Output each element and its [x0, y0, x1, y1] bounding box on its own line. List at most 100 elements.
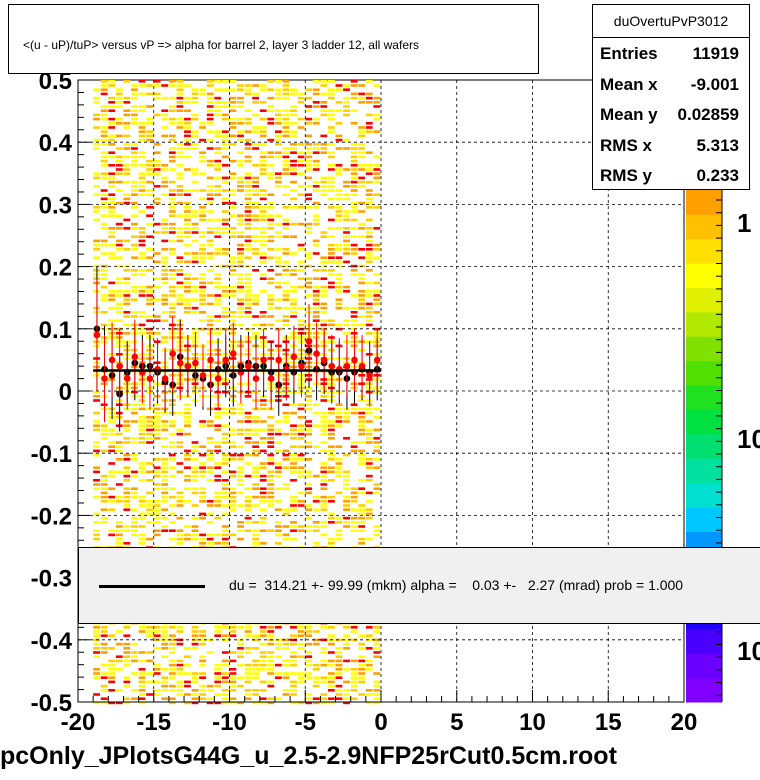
heat-cell [229, 445, 237, 448]
heat-cell [100, 201, 108, 205]
heat-cell [259, 428, 267, 432]
heat-cell [320, 231, 328, 234]
heat-cell [229, 487, 237, 490]
heat-cell [93, 693, 100, 696]
heat-cell [267, 88, 275, 91]
heat-cell [108, 122, 116, 125]
heat-cell [312, 277, 320, 280]
heat-cell [373, 655, 381, 658]
heat-cell [259, 252, 267, 255]
heat-cell [153, 143, 161, 146]
heat-cell [327, 206, 335, 209]
heat-cell [184, 487, 191, 490]
heat-cell [343, 474, 350, 478]
heat-cell [153, 693, 161, 696]
heat-cell [229, 206, 237, 209]
heat-cell [221, 315, 229, 318]
heat-cell [327, 197, 335, 201]
heat-cell [290, 306, 297, 310]
heat-cell [358, 462, 366, 465]
heat-cell [350, 676, 358, 679]
heat-cell [244, 697, 252, 700]
heat-cell [229, 491, 237, 495]
heat-cell [176, 109, 184, 112]
heat-cell [282, 416, 290, 419]
heat-cell [327, 126, 335, 129]
heat-cell [290, 92, 297, 96]
heat-cell [199, 235, 207, 238]
heat-cell [312, 445, 320, 448]
heat-cell [153, 185, 161, 188]
heat-cell [274, 80, 282, 83]
heat-cell [259, 197, 267, 201]
heat-cell [184, 311, 191, 314]
heat-cell [259, 109, 267, 112]
heat-cell [138, 80, 146, 83]
heat-cell [244, 235, 252, 238]
heat-cell [221, 218, 229, 222]
heat-cell [176, 281, 184, 285]
heat-cell [312, 676, 320, 679]
y-tick-label: 0.4 [39, 130, 73, 157]
heat-cell [229, 264, 237, 268]
heat-cell [305, 474, 313, 478]
heat-cell [365, 512, 373, 516]
profile-red-point [245, 362, 252, 370]
heat-cell [131, 411, 138, 415]
heat-cell [244, 172, 252, 175]
heat-cell [267, 109, 275, 112]
heat-cell [168, 189, 176, 192]
heat-cell [327, 176, 335, 180]
heat-cell [244, 92, 252, 96]
heat-cell [320, 260, 328, 264]
heat-cell [305, 428, 313, 432]
heat-cell [335, 134, 343, 138]
profile-red-point [123, 375, 131, 382]
heat-cell [373, 701, 381, 705]
heat-cell [131, 269, 138, 272]
heat-cell [358, 693, 366, 696]
heat-cell [199, 676, 207, 679]
heat-cell [365, 302, 373, 306]
heat-cell [161, 642, 169, 646]
heat-cell [358, 185, 366, 188]
heat-cell [153, 151, 161, 154]
heat-cell [108, 319, 116, 322]
heat-cell [244, 206, 252, 209]
heat-cell [290, 651, 297, 654]
heat-cell [335, 474, 343, 478]
heat-cell [168, 290, 176, 293]
heat-cell [161, 508, 169, 511]
heat-cell [161, 411, 169, 415]
heat-cell [161, 626, 169, 629]
heat-cell [274, 655, 282, 658]
heat-cell [320, 432, 328, 436]
heat-cell [221, 495, 229, 499]
heat-cell [305, 117, 313, 121]
heat-cell [115, 281, 123, 285]
heat-cell [168, 676, 176, 679]
heat-cell [168, 122, 176, 125]
heat-cell [184, 101, 191, 104]
heat-cell [350, 689, 358, 692]
heat-cell [290, 437, 297, 440]
heat-cell [365, 516, 373, 520]
profile-red-point [275, 356, 283, 364]
heat-cell [327, 684, 335, 688]
stats-label: Entries [600, 44, 658, 63]
heat-cell [373, 684, 381, 688]
stats-row-entries: Entries 11919 [593, 38, 749, 69]
heat-cell [327, 420, 335, 423]
heat-cell [297, 143, 305, 146]
heat-cell [161, 176, 169, 180]
heat-cell [161, 424, 169, 427]
heat-cell [267, 504, 275, 507]
heat-cell [131, 533, 138, 537]
heat-cell [199, 672, 207, 675]
heat-cell [373, 130, 381, 133]
heat-cell [327, 672, 335, 675]
heat-cell [176, 80, 184, 83]
palette-segment [686, 360, 722, 386]
heat-cell [161, 109, 169, 112]
heat-cell [274, 529, 282, 532]
